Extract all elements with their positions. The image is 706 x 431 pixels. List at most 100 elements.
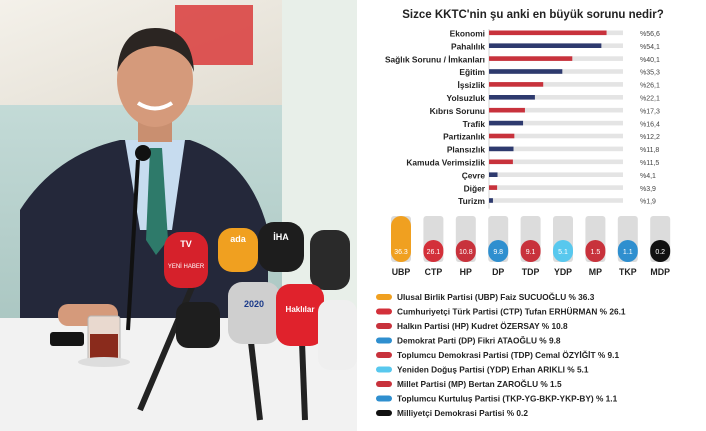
mic-logo-iha: İHA: [273, 232, 289, 242]
mic-logo-yeni-haber: YENİ HABER: [168, 263, 205, 270]
vbar-category-label: MDP: [650, 267, 670, 277]
hbar-category-label: İşsizlik: [458, 80, 486, 90]
vbar-bar: [585, 240, 606, 262]
vbar-bar: [617, 240, 638, 262]
hbar-value-label: %16,4: [640, 121, 660, 128]
legend-entry: Cumhuriyetçi Türk Partisi (CTP) Tufan ER…: [397, 307, 626, 317]
hbar-category-label: Partizanlık: [443, 132, 485, 142]
legend-swatch: [376, 366, 392, 373]
legend-swatch: [376, 323, 392, 329]
vbar-category-label: MP: [589, 267, 602, 277]
vbar-bar: [391, 216, 411, 262]
hbar-value-label: %17,3: [640, 108, 660, 115]
hbar-bar: [489, 95, 535, 100]
face: [117, 33, 193, 127]
vbar-category-label: HP: [460, 267, 472, 277]
hbar-category-label: Kamuda Verimsizlik: [406, 158, 485, 168]
hbar-category-label: Yolsuzluk: [447, 93, 486, 103]
vbar-value-label: 1.5: [591, 249, 601, 256]
hbar-value-label: %3,9: [640, 186, 656, 193]
hbar-category-label: Plansızlık: [447, 145, 486, 155]
vbar-value-label: 10.8: [459, 249, 473, 256]
tie: [146, 148, 168, 255]
legend-swatch: [376, 395, 392, 402]
press-conference-photo: TV ada İHA YENİ HABER 2020 Haklılar: [0, 0, 357, 431]
vbar-bar: [553, 240, 573, 262]
hbar-value-label: %4,1: [640, 173, 656, 180]
vbar-value-label: 9.8: [493, 249, 503, 256]
hbar-track: [489, 159, 623, 165]
hbar-value-label: %12,2: [640, 134, 660, 141]
legend-swatch: [376, 381, 392, 387]
vbar-value-label: 1.1: [623, 249, 633, 256]
hbar-category-label: Pahalılık: [451, 41, 485, 51]
legend-swatch: [376, 352, 392, 358]
hbar-value-label: %35,3: [640, 70, 660, 77]
legend-swatch: [376, 308, 392, 315]
microphone-cluster: [126, 145, 357, 421]
party-legend: Ulusal Birlik Partisi (UBP) Faiz SUCUOĞL…: [376, 291, 626, 418]
hbar-track: [489, 120, 623, 126]
vbar-bar: [423, 240, 444, 262]
vbar-value-label: 36.3: [394, 249, 408, 256]
hbar-category-label: Sağlık Sorunu / İmkanları: [385, 54, 485, 64]
hbar-category-label: Kıbrıs Sorunu: [430, 106, 485, 116]
hbar-bar: [489, 172, 498, 177]
hbar-bar: [489, 159, 513, 165]
hbar-bar: [489, 107, 525, 113]
hbar-track: [489, 172, 623, 177]
mic-logo-haklilar: Haklılar: [286, 305, 315, 314]
tea: [90, 334, 118, 360]
vbar-category-label: CTP: [425, 267, 443, 277]
vbar-value-label: 5.1: [558, 249, 568, 256]
vbar-bar: [520, 240, 541, 262]
hbar-chart-title: Sizce KKTC'nin şu anki en büyük sorunu n…: [402, 9, 664, 21]
legend-swatch: [376, 337, 392, 344]
legend-swatch: [376, 294, 392, 300]
vbar-category-label: TKP: [619, 267, 637, 277]
vbar-category-label: TDP: [522, 267, 540, 277]
hbar-track: [489, 82, 623, 87]
hbar-value-label: %11,8: [640, 147, 659, 154]
hbar-value-label: %26,1: [640, 83, 660, 90]
hbar-bar: [489, 146, 514, 152]
legend-entry: Toplumcu Demokrasi Partisi (TDP) Cemal Ö…: [397, 349, 619, 360]
hbar-value-label: %40,1: [640, 57, 660, 64]
vbar-value-label: 0.2: [655, 249, 665, 256]
charts-panel: Sizce KKTC'nin şu anki en büyük sorunu n…: [357, 0, 706, 431]
vbar-bar: [455, 240, 476, 262]
legend-entry: Toplumcu Kurtuluş Partisi (TKP-YG-BKP-YK…: [397, 394, 618, 404]
legend-swatch: [376, 410, 392, 416]
hbar-bar: [489, 133, 515, 139]
mic-logo-tv: TV: [180, 239, 192, 249]
hbar-bar: [489, 69, 563, 74]
hbar-value-label: %56,6: [640, 31, 660, 38]
vbar-bar: [488, 240, 509, 262]
vbar-value-label: 26.1: [427, 249, 441, 256]
hbar-bar: [489, 82, 544, 87]
hbar-bar: [489, 198, 493, 203]
hbar-bar: [489, 43, 602, 48]
mic-logo-2020: 2020: [244, 299, 264, 309]
smile: [136, 101, 174, 111]
hbar-category-label: Diğer: [464, 183, 486, 193]
mic-logo-ada: ada: [230, 234, 247, 244]
problems-bar-chart: Ekonomi %56,6 Pahalılık %54,1 Sağlık Sorunu …: [385, 29, 660, 209]
hbar-category-label: Ekonomi: [450, 29, 485, 39]
hbar-track: [489, 198, 623, 203]
hbar-category-label: Eğitim: [459, 67, 485, 77]
legend-entry: Ulusal Birlik Partisi (UBP) Faiz SUCUOĞL…: [397, 291, 595, 302]
party-vote-chart: 36.3 UBP 26.1 CTP 10.8 HP 9.8 DP 9.1 TDP 5.1 YDP 1.5…: [391, 216, 671, 277]
hbar-track: [489, 133, 623, 139]
phone: [50, 332, 84, 346]
legend-entry: Millet Partisi (MP) Bertan ZAROĞLU % 1.5: [397, 378, 562, 389]
vbar-category-label: UBP: [392, 267, 411, 277]
hbar-bar: [489, 120, 524, 126]
hair: [117, 28, 194, 72]
hbar-category-label: Turizm: [458, 196, 485, 206]
vbar-category-label: DP: [492, 267, 504, 277]
hbar-bar: [489, 56, 573, 61]
legend-entry: Demokrat Parti (DP) Fikri ATAOĞLU % 9.8: [397, 335, 561, 346]
suit-jacket: [20, 140, 268, 330]
hbar-value-label: %54,1: [640, 44, 660, 51]
